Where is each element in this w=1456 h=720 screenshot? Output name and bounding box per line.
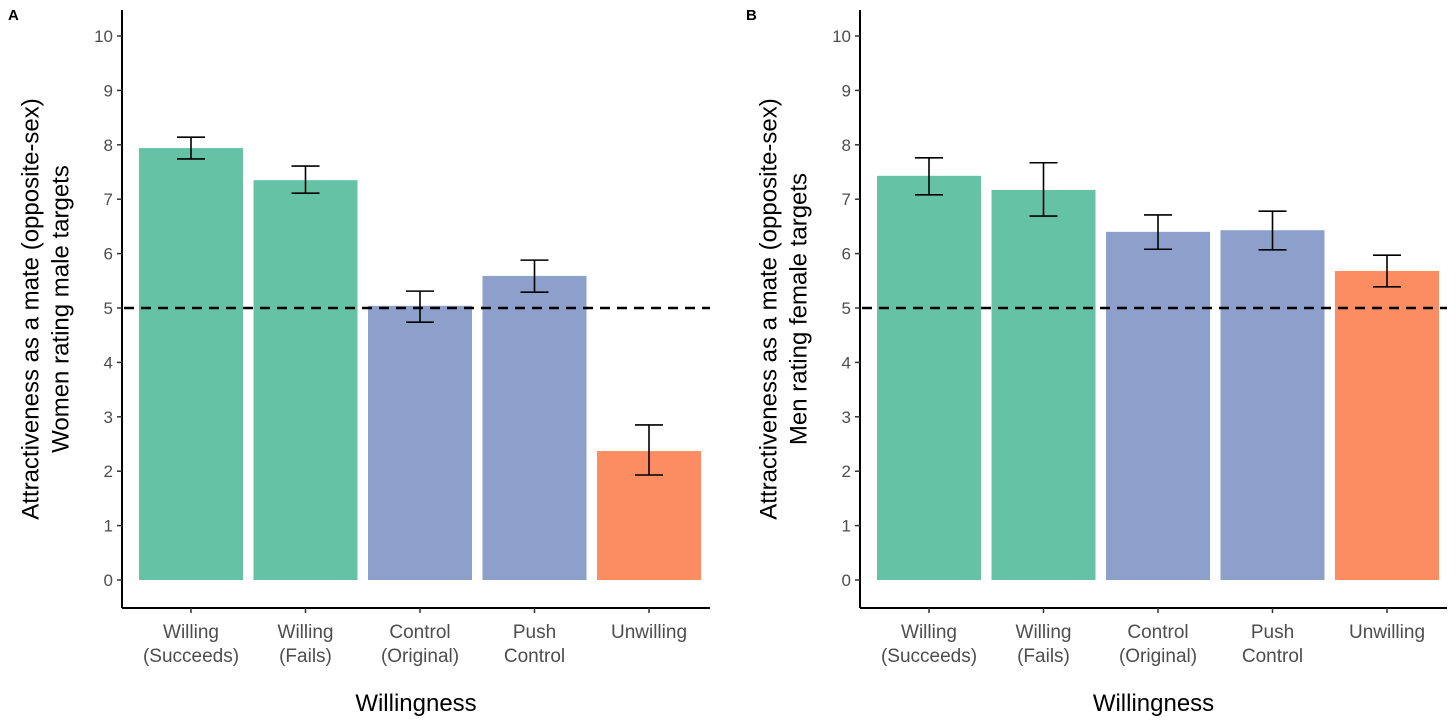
error-bar: [520, 259, 549, 294]
x-axis-title: Willingness: [1093, 690, 1214, 717]
bar: [1335, 271, 1439, 580]
x-tick-label: Unwilling: [1349, 622, 1425, 643]
x-tick-label: Willing (Fails): [278, 622, 334, 667]
error-bar: [1144, 214, 1172, 251]
bar: [482, 275, 587, 580]
error-bar: [291, 165, 320, 195]
x-tick-label-line: Willing: [901, 622, 957, 643]
x-tick-label-line: (Original): [1119, 646, 1197, 667]
y-tick-label: 10: [94, 27, 113, 46]
error-bar: [915, 157, 943, 196]
x-tick-label-line: Push: [513, 622, 556, 643]
y-tick-label: 7: [104, 190, 113, 209]
panel-letter: A: [8, 7, 19, 24]
y-tick-label: 0: [104, 571, 113, 590]
x-tick-label-line: Push: [1251, 622, 1294, 643]
x-tick-label: Willing (Succeeds): [143, 622, 239, 667]
error-bar: [1258, 210, 1287, 251]
y-tick-label: 10: [832, 27, 851, 46]
x-tick-label: Willing (Fails): [1016, 622, 1072, 667]
bar: [139, 148, 243, 580]
y-tick-label: 5: [842, 299, 851, 318]
y-tick-label: 2: [104, 462, 113, 481]
y-tick-label: 8: [104, 136, 113, 155]
bar: [1106, 231, 1210, 580]
x-tick-label-line: (Fails): [279, 646, 332, 667]
x-tick-label-line: Willing: [163, 622, 219, 643]
x-tick-label-line: Control: [1127, 622, 1188, 643]
y-tick-label: 3: [104, 408, 113, 427]
bar: [877, 175, 981, 581]
y-tick-label: 9: [104, 81, 113, 100]
y-axis-title-line2: Men rating female targets: [785, 173, 812, 445]
y-tick-label: 4: [104, 353, 113, 372]
error-bar: [177, 136, 205, 160]
x-axis-title: Willingness: [355, 690, 476, 717]
y-axis-title-line1: Attractiveness as a mate (opposite-sex): [755, 98, 782, 520]
x-tick-label: Push Control: [504, 622, 565, 667]
bar: [1220, 230, 1325, 580]
x-tick-label: Control (Original): [381, 622, 459, 667]
x-tick-label-line: Unwilling: [1349, 622, 1425, 643]
error-bar: [406, 290, 434, 323]
x-tick-label-line: Control: [1242, 646, 1303, 667]
x-tick-label-line: (Succeeds): [881, 646, 977, 667]
x-tick-label-line: Control: [504, 646, 565, 667]
bar: [991, 189, 1096, 580]
bar: [253, 180, 358, 580]
y-tick-label: 2: [842, 462, 851, 481]
y-tick-label: 5: [104, 299, 113, 318]
x-tick-label-line: (Fails): [1017, 646, 1070, 667]
x-tick-label: Willing (Succeeds): [881, 622, 977, 667]
bar: [368, 305, 472, 580]
error-bar: [635, 424, 663, 476]
x-tick-label-line: (Succeeds): [143, 646, 239, 667]
y-tick-label: 1: [104, 517, 113, 536]
y-tick-label: 6: [842, 245, 851, 264]
x-tick-label-line: Control: [389, 622, 450, 643]
y-tick-label: 3: [842, 408, 851, 427]
y-tick-label: 6: [104, 245, 113, 264]
y-axis-title-line1: Attractiveness as a mate (opposite-sex): [17, 98, 44, 520]
x-tick-label-line: Willing: [278, 622, 334, 643]
x-tick-label-line: Willing: [1016, 622, 1072, 643]
error-bar: [1373, 254, 1401, 288]
y-tick-label: 1: [842, 517, 851, 536]
x-tick-label-line: (Original): [381, 646, 459, 667]
x-tick-label-line: Unwilling: [611, 622, 687, 643]
x-tick-label: Control (Original): [1119, 622, 1197, 667]
y-tick-label: 4: [842, 353, 851, 372]
x-tick-label: Push Control: [1242, 622, 1303, 667]
panel-A: A 0 1 2 3 4 5 6 7 8 9 10 Willing (Succeeds) Willing (Fa…: [8, 7, 710, 717]
panel-letter: B: [746, 7, 757, 24]
y-tick-label: 9: [842, 81, 851, 100]
y-tick-label: 0: [842, 571, 851, 590]
y-axis-title-line2: Women rating male targets: [47, 165, 74, 453]
y-tick-label: 7: [842, 190, 851, 209]
panel-B: B 0 1 2 3 4 5 6 7 8 9 10 Willing (Succeeds) Willing (Fa…: [746, 7, 1447, 717]
error-bar: [1029, 161, 1058, 217]
y-tick-label: 8: [842, 136, 851, 155]
x-tick-label: Unwilling: [611, 622, 687, 643]
